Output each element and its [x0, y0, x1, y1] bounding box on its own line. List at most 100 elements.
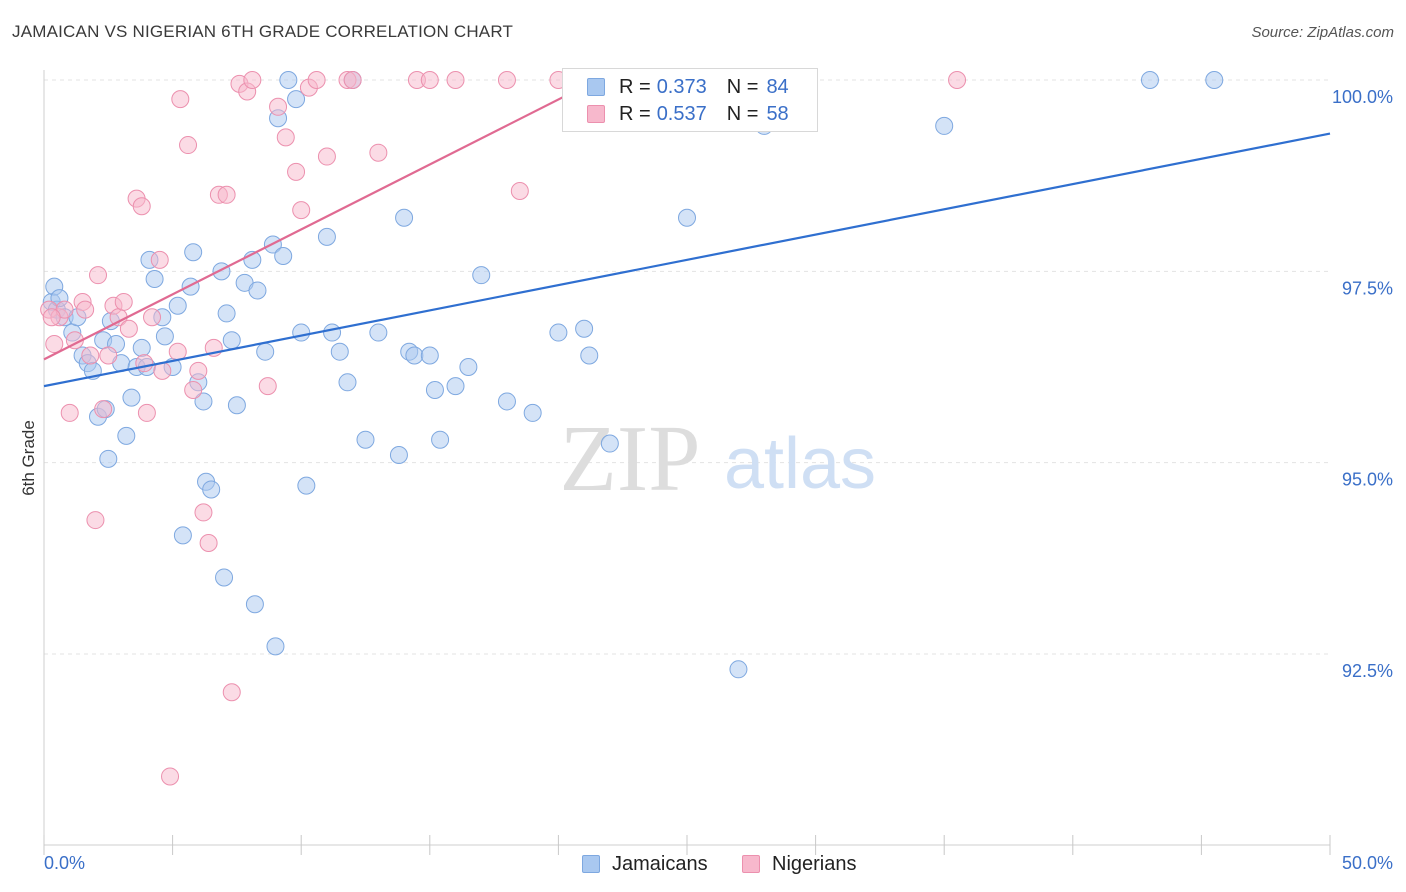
legend-swatch-jamaicans [587, 78, 605, 96]
jamaican-point [274, 247, 293, 266]
nigerian-point [307, 71, 326, 89]
watermark-zip: ZIP [560, 407, 701, 511]
jamaican-point [256, 342, 275, 361]
chart-source: Source: ZipAtlas.com [1251, 24, 1394, 41]
jamaican-point [217, 304, 236, 323]
nigerian-point [119, 319, 138, 338]
nigerian-point [137, 403, 156, 422]
nigerian-point [81, 346, 100, 365]
jamaican-point [297, 476, 316, 495]
series-legend-swatch-nigerians [742, 855, 760, 873]
jamaican-point [323, 323, 342, 342]
legend-swatch-nigerians [587, 105, 605, 123]
jamaican-point [215, 568, 234, 587]
chart-title: JAMAICAN VS NIGERIAN 6TH GRADE CORRELATI… [12, 22, 514, 41]
jamaican-point [117, 426, 136, 445]
jamaican-point [446, 377, 465, 396]
nigerian-point [189, 361, 208, 380]
y-tick-label: 97.5% [1342, 278, 1393, 298]
nigerian-point [269, 97, 288, 116]
nigerian-point [94, 400, 113, 419]
jamaican-point [292, 323, 311, 342]
nigerian-point [161, 767, 180, 786]
series-legend-jamaicans[interactable]: Jamaicans [582, 852, 708, 876]
jamaican-point [132, 338, 151, 357]
nigerian-point [135, 354, 154, 373]
jamaican-point [1205, 71, 1224, 89]
series-legend-nigerians[interactable]: Nigerians [742, 852, 856, 876]
nigerian-point [76, 300, 95, 319]
nigerian-point [60, 403, 79, 422]
y-axis-title: 6th Grade [19, 420, 38, 496]
jamaican-point [549, 323, 568, 342]
jamaican-point [245, 595, 264, 614]
nigerian-point [199, 534, 218, 553]
jamaican-point [227, 396, 246, 415]
jamaican-point [389, 446, 408, 465]
legend-r-label: R = [619, 102, 651, 125]
nigerian-point [194, 503, 213, 522]
jamaican-point [575, 319, 594, 338]
legend-r-label: R = [619, 75, 651, 98]
jamaican-point [248, 281, 267, 300]
nigerian-point [243, 71, 262, 89]
jamaican-point [935, 116, 954, 135]
nigerian-point [99, 346, 118, 365]
legend-n-value: 58 [766, 102, 789, 125]
nigerian-point [420, 71, 439, 89]
nigerian-point [42, 308, 61, 327]
legend-r-value: 0.373 [656, 75, 707, 98]
nigerian-point [45, 335, 64, 354]
jamaican-point [338, 373, 357, 392]
jamaican-point [729, 660, 748, 679]
nigerian-point [179, 136, 198, 155]
jamaican-point [202, 480, 221, 499]
jamaican-point [431, 430, 450, 449]
y-tick-label: 95.0% [1342, 470, 1393, 490]
legend-row-nigerians: R = 0.537 N = 58 [587, 101, 789, 127]
jamaican-point [145, 269, 164, 288]
legend-r-value: 0.537 [656, 102, 707, 125]
nigerian-point [446, 71, 465, 89]
jamaican-point [600, 434, 619, 453]
jamaican-point [472, 266, 491, 285]
nigerian-point [143, 308, 162, 327]
nigerian-point [369, 143, 388, 162]
nigerian-point [317, 147, 336, 166]
jamaican-point [420, 346, 439, 365]
nigerian-point [222, 683, 241, 702]
jamaican-point [184, 243, 203, 262]
legend-n-label: N = [726, 75, 759, 98]
jamaican-point [356, 430, 375, 449]
nigerian-point [86, 511, 105, 530]
jamaican-point [266, 637, 285, 656]
series-legend-label-jamaicans: Jamaicans [612, 852, 708, 875]
jamaican-point [330, 342, 349, 361]
legend-n-label: N = [726, 102, 759, 125]
legend-n-value: 84 [766, 75, 789, 98]
watermark-atlas: atlas [724, 424, 876, 504]
jamaican-point [279, 71, 298, 89]
jamaican-point [678, 208, 696, 227]
jamaican-point [395, 208, 414, 227]
nigerian-point [343, 71, 362, 89]
jamaican-point [523, 403, 542, 422]
jamaican-point [155, 327, 174, 346]
jamaican-point [317, 227, 336, 246]
jamaican-point [212, 262, 231, 281]
jamaican-point [405, 346, 424, 365]
nigerian-point [89, 266, 108, 285]
y-tick-label: 92.5% [1342, 661, 1393, 681]
nigerian-point [292, 201, 311, 220]
x-tick-label-max: 50.0% [1342, 853, 1393, 873]
nigerian-point [948, 71, 967, 89]
nigerian-point [114, 292, 133, 311]
jamaicans-trend-line [43, 132, 1331, 388]
jamaican-point [580, 346, 599, 365]
legend-row-jamaicans: R = 0.373 N = 84 [587, 74, 789, 100]
jamaican-point [1140, 71, 1159, 89]
nigerian-point [171, 90, 190, 109]
jamaican-point [369, 323, 388, 342]
jamaican-point [181, 277, 200, 296]
